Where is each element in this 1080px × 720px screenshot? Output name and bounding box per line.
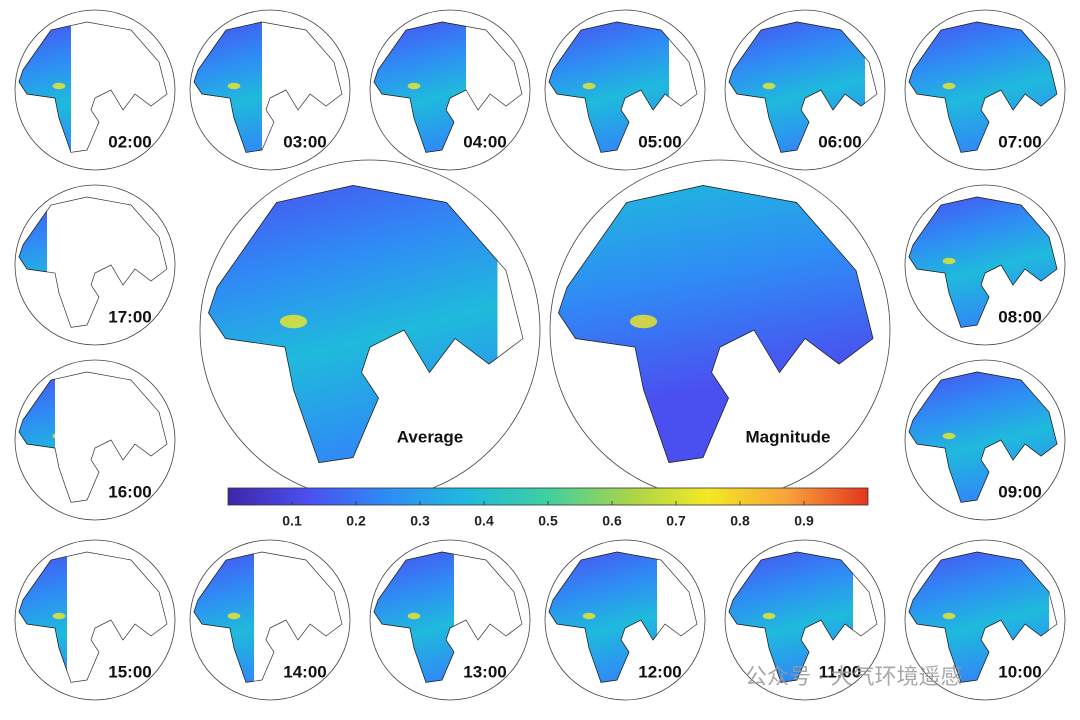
hotspot	[407, 612, 421, 620]
hotspot	[227, 82, 241, 90]
panel-label: Average	[397, 427, 463, 446]
time-label: 02:00	[108, 132, 151, 151]
time-label: 03:00	[283, 132, 326, 151]
hotspot	[629, 314, 658, 329]
land-field	[728, 551, 853, 683]
hotspot	[582, 82, 596, 90]
globe	[904, 359, 1066, 521]
time-label: 05:00	[638, 132, 681, 151]
land-outline	[18, 371, 168, 503]
time-label: 07:00	[998, 132, 1041, 151]
time-label: 14:00	[283, 662, 326, 681]
colorbar-tick-label: 0.9	[794, 513, 814, 529]
hotspot	[942, 82, 956, 90]
colorbar-tick-label: 0.3	[410, 513, 430, 529]
time-label: 08:00	[998, 307, 1041, 326]
land-field	[18, 556, 67, 672]
globe	[724, 9, 886, 171]
globe	[189, 539, 351, 701]
land-field	[908, 21, 1057, 153]
globe	[544, 9, 706, 171]
panel-label: Magnitude	[746, 427, 831, 446]
hotspot	[942, 432, 956, 440]
globe	[199, 159, 541, 501]
colorbar-tick-label: 0.2	[346, 513, 366, 529]
land-field	[548, 21, 669, 153]
time-label: 17:00	[108, 307, 151, 326]
land-field	[558, 185, 874, 463]
globe	[904, 539, 1066, 701]
land-field	[208, 185, 498, 463]
colorbar-tick-label: 0.7	[666, 513, 686, 529]
land-field	[373, 21, 466, 153]
land-field	[908, 196, 1058, 328]
hotspot	[407, 82, 421, 90]
globe	[904, 184, 1066, 346]
land-field	[548, 551, 657, 683]
globe	[544, 539, 706, 701]
hotspot	[279, 314, 308, 329]
land-field	[193, 553, 254, 683]
hotspot	[52, 433, 55, 439]
land-field	[18, 25, 71, 153]
globe	[904, 9, 1066, 171]
time-label: 04:00	[463, 132, 506, 151]
colorbar-tick-label: 0.1	[282, 513, 302, 529]
hotspot	[942, 612, 956, 620]
hotspot	[582, 612, 596, 620]
colorbar-tick-label: 0.6	[602, 513, 622, 529]
globe	[14, 184, 176, 346]
land-field	[908, 371, 1058, 503]
land-field	[193, 21, 262, 153]
time-label: 12:00	[638, 662, 681, 681]
globe	[189, 9, 351, 171]
time-label: 10:00	[998, 662, 1041, 681]
globe	[14, 359, 176, 521]
hotspot	[762, 82, 776, 90]
hotspot	[227, 612, 241, 620]
land-field	[908, 551, 1049, 683]
time-label: 13:00	[463, 662, 506, 681]
time-label: 11:00	[819, 662, 862, 681]
land-outline	[18, 196, 168, 328]
colorbar-tick-label: 0.8	[730, 513, 750, 529]
globe	[14, 539, 176, 701]
globe	[369, 539, 531, 701]
globe	[369, 9, 531, 171]
time-label: 09:00	[998, 482, 1041, 501]
hotspot	[52, 612, 66, 620]
colorbar-tick-label: 0.4	[474, 513, 494, 529]
hotspot	[762, 612, 776, 620]
time-label: 06:00	[818, 132, 861, 151]
globe	[549, 159, 891, 501]
watermark: 公众号 · 大气环境遥感	[745, 664, 963, 689]
time-label: 16:00	[108, 482, 151, 501]
globe	[14, 9, 176, 171]
hotspot	[52, 82, 66, 90]
globe	[724, 539, 886, 701]
land-field	[18, 378, 55, 450]
time-label: 15:00	[108, 662, 151, 681]
land-field	[728, 21, 865, 153]
colorbar-tick-label: 0.5	[538, 513, 558, 529]
hotspot	[942, 257, 956, 265]
land-field	[18, 210, 47, 273]
globe-outline	[14, 184, 176, 346]
